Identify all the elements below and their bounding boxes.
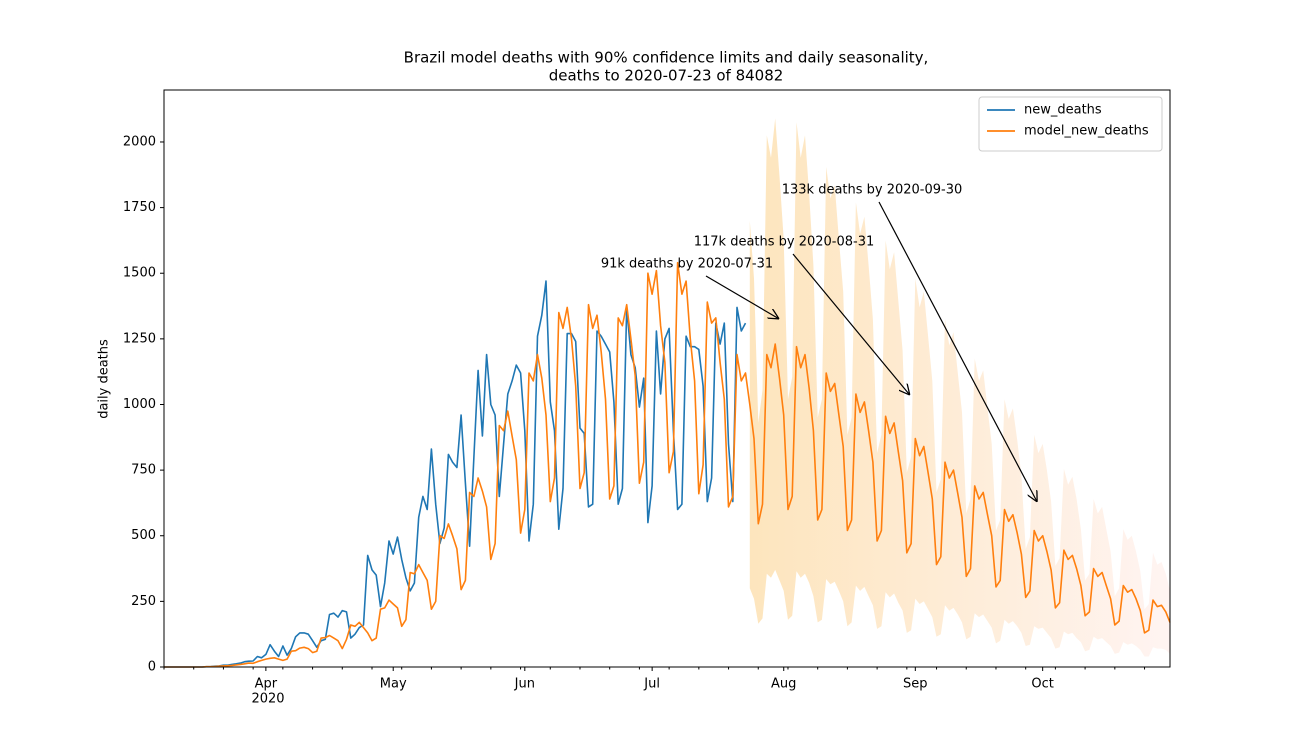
x-year-label: 2020 bbox=[251, 692, 284, 707]
x-tick-label: Oct bbox=[1031, 677, 1053, 692]
y-tick-label: 0 bbox=[148, 660, 156, 675]
y-tick-label: 2000 bbox=[123, 134, 156, 149]
plot-frame bbox=[163, 89, 1171, 668]
annotation-arrow bbox=[878, 201, 1037, 502]
legend: new_deaths model_new_deaths bbox=[978, 96, 1163, 152]
y-tick-label: 1250 bbox=[123, 331, 156, 346]
annotation-text: 117k deaths by 2020-08-31 bbox=[694, 235, 875, 250]
x-tick-label: Jun bbox=[514, 677, 535, 692]
y-tick-label: 1750 bbox=[123, 200, 156, 215]
annotation-text: 91k deaths by 2020-07-31 bbox=[601, 257, 773, 272]
legend-label: new_deaths bbox=[1024, 103, 1102, 118]
y-tick-label: 1500 bbox=[123, 266, 156, 281]
annotation-arrow bbox=[792, 253, 910, 395]
legend-label: model_new_deaths bbox=[1024, 124, 1149, 139]
confidence-band bbox=[749, 118, 1170, 657]
annotation-arrow bbox=[705, 275, 779, 319]
x-tick-label: Jul bbox=[643, 677, 660, 692]
chart-title: Brazil model deaths with 90% confidence … bbox=[404, 49, 929, 67]
x-tick-label: May bbox=[380, 677, 407, 692]
legend-box bbox=[978, 96, 1163, 152]
y-axis-label: daily deaths bbox=[97, 339, 112, 419]
x-tick-label: Sep bbox=[903, 677, 928, 692]
annotation-text: 133k deaths by 2020-09-30 bbox=[782, 183, 963, 198]
y-tick-label: 500 bbox=[131, 528, 156, 543]
chart-title: deaths to 2020-07-23 of 84082 bbox=[549, 67, 784, 85]
x-tick-label: Aug bbox=[771, 677, 796, 692]
x-tick-label: Apr bbox=[255, 677, 278, 692]
y-tick-label: 1000 bbox=[123, 397, 156, 412]
y-tick-label: 750 bbox=[131, 463, 156, 478]
y-tick-label: 250 bbox=[131, 594, 156, 609]
series-line bbox=[164, 261, 1171, 668]
series-line bbox=[164, 280, 747, 668]
